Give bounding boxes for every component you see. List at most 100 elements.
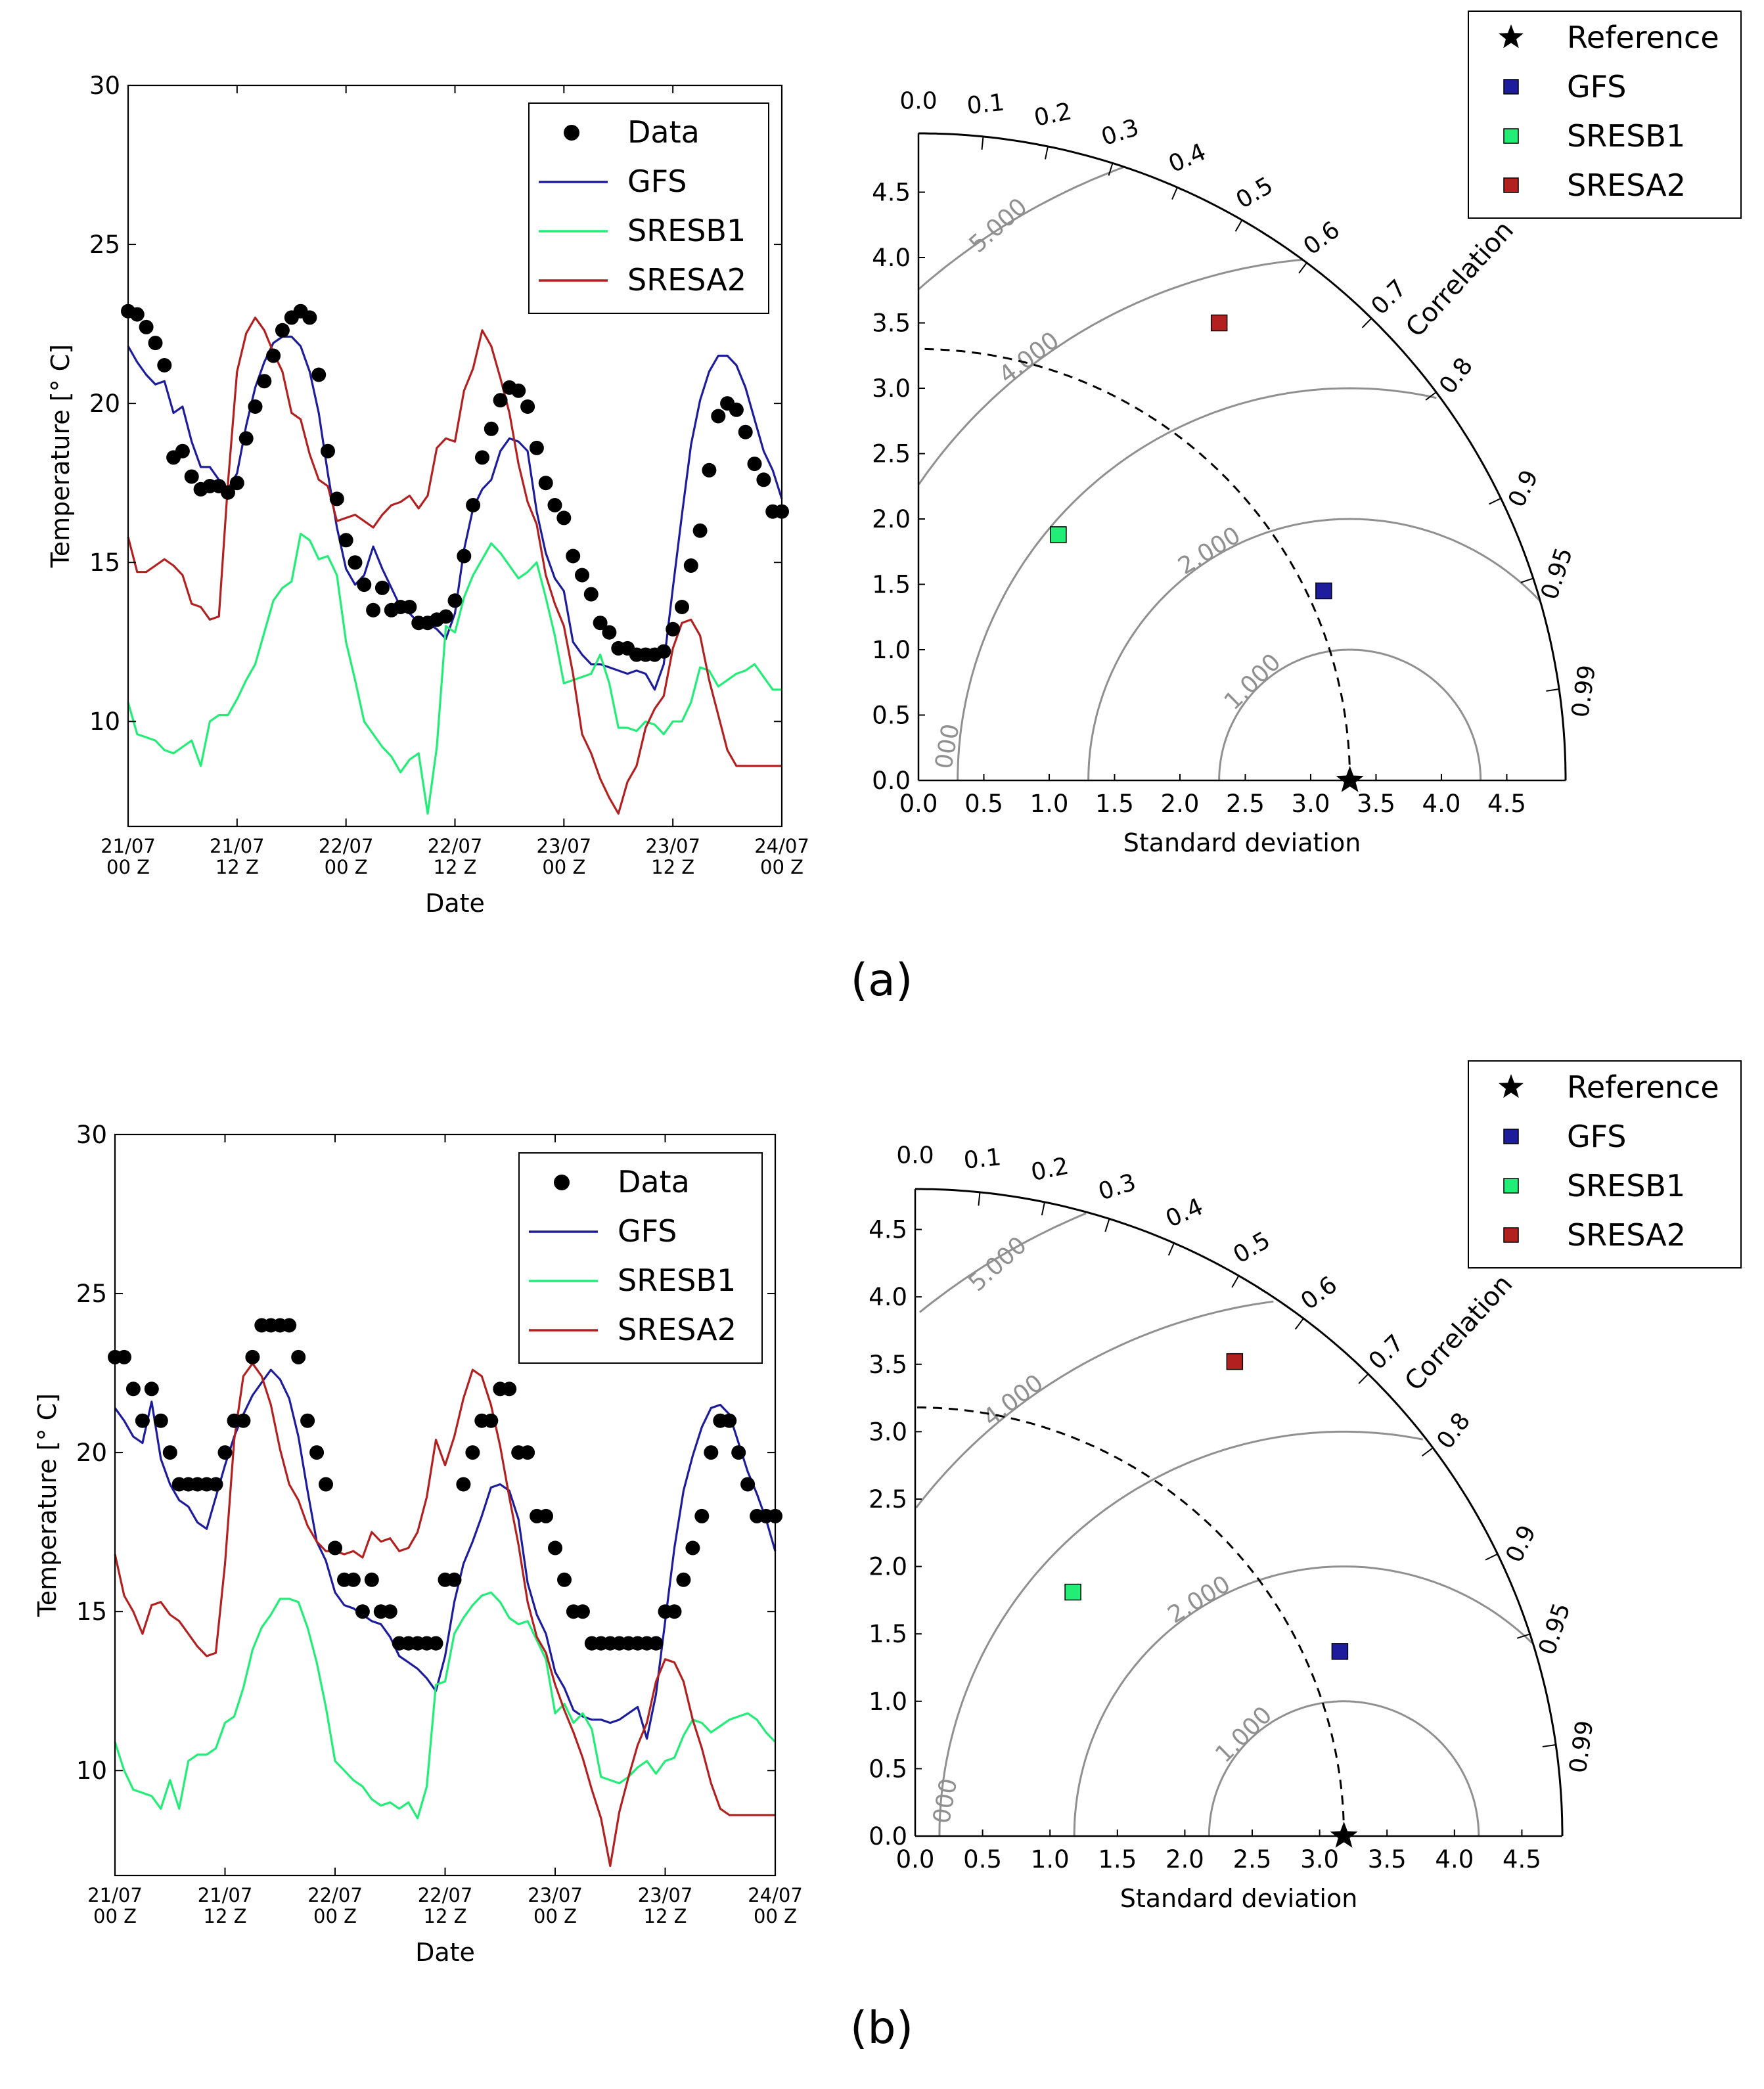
y-tick-label: 20 [89,390,120,418]
point-sresb1 [1064,1583,1081,1601]
x-tick-label: 2.0 [1161,790,1200,818]
corr-tick [1421,1447,1434,1457]
x-tick-label: 00 Z [533,1905,577,1927]
rms-contour [915,1300,1274,1509]
y-tick-label: 0.0 [872,767,911,795]
x-tick-label: 22/07 [307,1884,363,1906]
x-tick-label: 1.5 [1095,790,1134,818]
corr-tick-label: 0.1 [966,89,1006,120]
x-tick-label: 12 Z [215,856,259,878]
data-point [656,644,671,659]
data-point [221,485,235,500]
data-point [402,600,417,614]
x-tick-label: 23/07 [537,835,592,857]
x-tick-label: 00 Z [106,856,150,878]
data-point [722,1413,737,1428]
rms-label: 1.000 [1210,1701,1277,1768]
legend-marker-reference [1499,1074,1524,1098]
x-tick-label: 12 Z [424,1905,467,1927]
legend-label: SRESB1 [618,1263,736,1298]
data-point [148,336,163,351]
reference-std-arc [915,1406,1346,1837]
data-point [366,602,381,618]
legend-marker-sresb1 [1503,1178,1519,1194]
corr-tick-label: 0.99 [1565,1719,1599,1775]
y-tick-label: 2.5 [872,440,911,468]
corr-tick-label: 0.4 [1165,139,1210,178]
x-tick-label: 4.5 [1487,790,1526,818]
legend-label: SRESB1 [627,213,746,248]
corr-axis-label: Correlation [1399,1269,1518,1397]
corr-tick [1231,1275,1240,1288]
data-point [338,533,353,548]
data-point [648,1636,664,1651]
data-point [357,577,372,593]
rms-label: 5.000 [964,193,1033,258]
rms-label: 4.000 [978,1370,1049,1432]
data-point [756,472,771,487]
corr-tick [1516,1633,1531,1639]
corr-tick-label: 0.1 [962,1144,1003,1174]
data-point [282,1318,297,1333]
data-point [302,310,317,325]
corr-tick [1542,1744,1556,1747]
x-tick-label: 21/07 [101,835,156,857]
legend-label: SRESB1 [1567,1168,1685,1203]
data-point [348,555,363,570]
x-axis-label: Date [415,1938,475,1967]
x-tick-label: 3.5 [1357,790,1395,818]
data-point [125,1381,141,1397]
data-point [602,625,617,640]
y-tick-label: 1.0 [872,636,911,664]
corr-tick-label: 0.5 [1229,1226,1275,1269]
data-point [502,1381,517,1397]
data-point [520,399,535,414]
corr-tick-label: 0.6 [1296,1271,1342,1315]
y-tick-label: 3.0 [872,374,911,403]
x-tick-label: 21/07 [210,835,265,857]
x-tick-label: 0.0 [899,790,938,818]
data-point [702,462,717,478]
x-tick-label: 00 Z [313,1905,357,1927]
corr-tick [978,1192,981,1206]
outer-arc [918,132,1567,780]
legend-label: GFS [627,164,687,199]
y-tick-label: 15 [76,1598,107,1626]
data-point [676,1572,691,1587]
corr-tick [1425,392,1437,401]
x-tick-label: 00 Z [542,856,585,878]
legend-label: GFS [618,1213,677,1249]
x-tick-label: 3.0 [1300,1845,1339,1874]
corr-tick [1485,1553,1498,1561]
y-tick-label: 1.5 [872,571,911,599]
data-point [382,1604,397,1619]
y-tick-label: 10 [89,708,120,736]
taylor-diagram-a: 1.0002.0000004.0005.0000.00.00.50.51.01.… [872,11,1742,857]
y-tick-label: 0.5 [869,1755,907,1783]
corr-tick [1546,688,1560,692]
data-point [731,1445,746,1460]
corr-tick-label: 0.4 [1162,1193,1207,1232]
corr-tick [1171,187,1178,200]
data-point [311,367,327,382]
legend-marker-sresa2 [1503,177,1519,193]
corr-tick [1041,1202,1045,1216]
rms-contour [918,1212,1087,1313]
point-gfs [1331,1643,1349,1660]
series-line-gfs [114,1368,777,1740]
data-point [329,491,344,506]
series-line-gfs [127,335,783,691]
data-point [456,1477,471,1492]
outer-arc [915,1188,1564,1836]
x-tick-label: 1.0 [1031,1845,1070,1874]
legend-label: SRESA2 [1567,1217,1686,1253]
x-tick-label: 22/07 [428,835,483,857]
reference-star [1330,1822,1358,1848]
legend-label: SRESA2 [1567,168,1686,203]
data-point [157,358,172,372]
data-point [465,1445,480,1460]
y-tick-label: 30 [89,72,120,100]
x-tick-label: 2.5 [1233,1845,1272,1874]
corr-tick-label: 0.6 [1299,216,1345,260]
legend-marker-sresa2 [1503,1227,1519,1243]
